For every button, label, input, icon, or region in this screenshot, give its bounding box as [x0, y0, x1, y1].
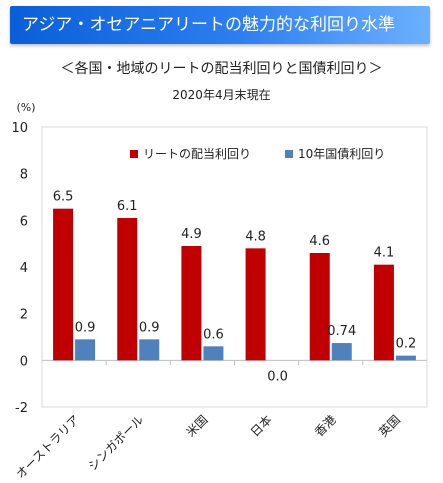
reit-value-label: 4.6 [309, 234, 330, 249]
bond-yield-bar [395, 355, 416, 361]
x-category-label: 米国 [184, 413, 211, 440]
y-tick-label: -2 [15, 401, 28, 416]
reit-value-label: 4.1 [374, 246, 395, 261]
reit-value-label: 4.9 [181, 227, 202, 242]
y-tick-label: 0 [20, 354, 28, 369]
legend-swatch-bond [285, 150, 293, 158]
reit-yield-bar [117, 218, 138, 361]
reit-value-label: 6.5 [53, 190, 74, 205]
reit-value-label: 4.8 [245, 229, 266, 244]
legend-label-reit: リートの配当利回り [143, 147, 251, 161]
legend-swatch-reit [130, 150, 138, 158]
bond-yield-bar [331, 343, 352, 361]
y-tick-label: 10 [11, 121, 28, 136]
x-category-label: シンガポール [86, 413, 147, 474]
bond-yield-bar [139, 339, 160, 361]
reit-yield-bar [373, 264, 394, 361]
reit-yield-bar [181, 246, 202, 361]
bond-value-label: 0.2 [396, 337, 417, 352]
y-tick-label: 4 [20, 261, 28, 276]
bond-yield-bar [203, 346, 224, 361]
bond-value-label: 0.9 [75, 320, 96, 335]
date-note: 2020年4月末現在 [172, 88, 271, 102]
reit-yield-bar [245, 248, 266, 361]
x-category-label: オーストラリア [13, 413, 82, 482]
bond-value-label: 0.6 [203, 327, 224, 342]
bond-value-label: 0.0 [267, 369, 288, 384]
legend-label-bond: 10年国債利回り [298, 146, 385, 161]
plot-frame [41, 126, 428, 408]
bond-value-label: 0.9 [139, 320, 160, 335]
reit-value-label: 6.1 [117, 199, 138, 214]
y-tick-label: 6 [20, 214, 28, 229]
x-category-label: 日本 [248, 413, 275, 440]
chart-title-banner: アジア・オセアニアリートの魅力的な利回り水準 [10, 6, 430, 44]
bond-value-label: 0.74 [327, 324, 356, 339]
y-tick-label: 2 [20, 308, 28, 323]
chart-subtitle: ＜各国・地域のリートの配当利回りと国債利回り＞ [60, 61, 383, 77]
reit-yield-bar [53, 208, 74, 361]
bond-yield-bar [75, 339, 96, 361]
y-tick-label: 8 [20, 168, 28, 183]
x-category-label: 英国 [376, 413, 403, 440]
reit-yield-bar [309, 253, 330, 361]
x-category-label: 香港 [312, 413, 339, 440]
y-unit-label: (%) [16, 101, 35, 114]
